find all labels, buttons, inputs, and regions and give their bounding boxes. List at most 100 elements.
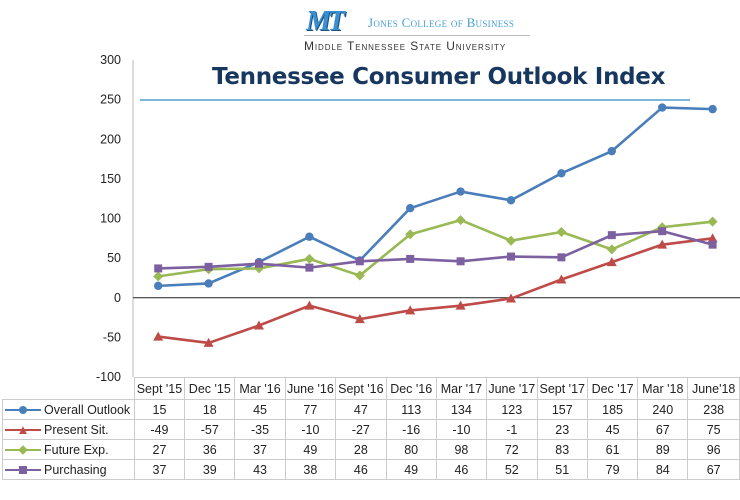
data-point <box>406 254 415 263</box>
series-line-purchasing <box>158 229 713 270</box>
data-label: -27 <box>335 419 387 440</box>
y-tick-label: -50 <box>103 330 121 344</box>
data-point <box>455 300 466 310</box>
data-label: 37 <box>234 439 286 460</box>
data-label: 45 <box>586 419 639 440</box>
data-point <box>305 263 314 272</box>
data-point <box>557 169 566 178</box>
data-point <box>354 270 365 281</box>
y-tick-label: 150 <box>100 172 121 186</box>
logo-monogram: MT <box>306 6 345 37</box>
data-label: 123 <box>486 399 538 420</box>
data-label: 45 <box>234 399 286 420</box>
data-label: 49 <box>284 439 337 460</box>
x-tick-label: June '16 <box>284 377 337 400</box>
data-label: 67 <box>687 459 740 480</box>
data-label: 15 <box>133 399 186 420</box>
data-label: 83 <box>536 439 588 460</box>
data-label: 134 <box>435 399 488 420</box>
data-label: -16 <box>385 419 437 440</box>
legend-key-icon <box>5 424 41 436</box>
data-label: 157 <box>536 399 588 420</box>
series-line-present-sit- <box>158 237 713 345</box>
data-point <box>506 293 516 303</box>
mtsu-logo: MT Jones College of Business Middle Tenn… <box>300 4 540 54</box>
data-label: 89 <box>637 439 689 460</box>
data-label: 43 <box>234 459 286 480</box>
legend-entry: Present Sit. <box>2 419 135 440</box>
data-label: -35 <box>234 419 286 440</box>
data-point <box>154 264 163 273</box>
data-point <box>658 227 667 236</box>
data-label: 23 <box>536 419 588 440</box>
data-label: 39 <box>184 459 236 480</box>
data-point <box>304 253 315 264</box>
data-point <box>354 314 365 324</box>
table-row: Present Sit. -49 -57 -35 -10 -27 -16 -10 -1 23 45 6… <box>2 419 740 440</box>
data-label: 75 <box>687 419 740 440</box>
data-point <box>153 331 164 341</box>
data-label: -10 <box>435 419 488 440</box>
data-point <box>707 216 718 227</box>
data-label: 37 <box>133 459 186 480</box>
data-point <box>153 271 164 282</box>
data-label: 185 <box>586 399 639 420</box>
data-label: 61 <box>586 439 639 460</box>
data-point <box>304 300 315 310</box>
chart-title: Tennessee Consumer Outlook Index <box>212 64 666 90</box>
legend-label: Present Sit. <box>44 422 109 437</box>
x-tick-label: June '17 <box>486 377 538 400</box>
data-point <box>203 337 214 347</box>
table-header-row: Sept '15 Dec '15 Mar '16 June '16 Sept '16 De… <box>2 377 740 400</box>
data-label: 98 <box>435 439 488 460</box>
data-point <box>606 257 617 267</box>
data-point <box>204 262 213 271</box>
data-point <box>405 305 416 315</box>
data-point <box>506 235 516 246</box>
x-tick-label: Sept '16 <box>335 377 387 400</box>
data-point <box>708 240 717 249</box>
data-point <box>456 187 465 196</box>
x-tick-label: Mar '17 <box>435 377 488 400</box>
legend-key-icon <box>5 444 41 456</box>
x-tick-label: Dec '15 <box>184 377 236 400</box>
data-label: -49 <box>133 419 186 440</box>
data-point <box>305 232 314 241</box>
data-point <box>557 253 566 262</box>
data-point <box>154 281 163 291</box>
series-line-future-exp- <box>158 218 713 278</box>
series-line-overall-outlook <box>158 106 713 288</box>
data-point <box>658 103 667 112</box>
data-point <box>255 259 263 268</box>
data-label: 77 <box>284 399 337 420</box>
data-label: 49 <box>385 459 437 480</box>
data-point <box>607 146 616 156</box>
data-label: 52 <box>486 459 538 480</box>
x-tick-label: June'18 <box>687 377 740 400</box>
data-label: 96 <box>687 439 740 460</box>
data-label: -10 <box>284 419 337 440</box>
legend-label: Purchasing <box>44 462 107 477</box>
data-point <box>607 231 616 240</box>
data-label: 27 <box>133 439 186 460</box>
data-label: 28 <box>335 439 387 460</box>
y-tick-label: 250 <box>100 93 121 107</box>
data-table: Sept '15 Dec '15 Mar '16 June '16 Sept '16 De… <box>2 377 740 480</box>
data-point <box>355 257 364 266</box>
legend-label: Overall Outlook <box>44 402 131 417</box>
data-label: 36 <box>184 439 236 460</box>
data-point <box>506 196 516 205</box>
data-label: 79 <box>586 459 639 480</box>
x-tick-label: Dec '16 <box>385 377 437 400</box>
y-tick-label: 0 <box>114 291 121 305</box>
data-point <box>556 274 567 284</box>
data-label: 47 <box>335 399 387 420</box>
data-label: 113 <box>385 399 437 420</box>
legend-entry: Purchasing <box>2 459 135 480</box>
logo-college: Jones College of Business <box>368 15 515 30</box>
data-point <box>657 239 668 249</box>
legend-key-icon <box>5 404 41 416</box>
x-tick-label: Sept '17 <box>536 377 588 400</box>
data-label: -57 <box>184 419 236 440</box>
legend-key-icon <box>5 464 41 476</box>
